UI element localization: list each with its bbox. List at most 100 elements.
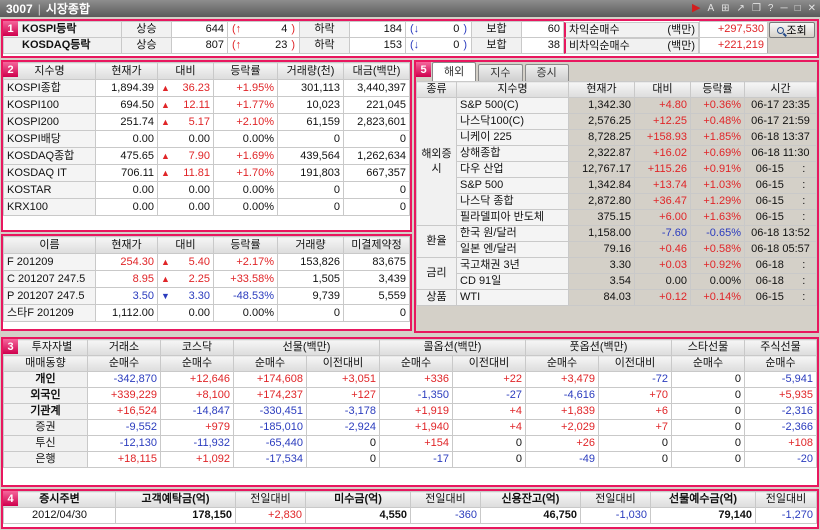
overseas-row[interactable]: 나스닥100(C) 2,576.25 +12.25 +0.48% 06-17 21:59	[417, 113, 817, 130]
instrument-name: KOSTAR	[3, 181, 96, 199]
overseas-row[interactable]: 해외증시 S&P 500(C) 1,342.30 +4.80 +0.36% 06-17 2…	[416, 97, 817, 226]
net-value: +3,051	[306, 371, 380, 388]
index-row[interactable]: KRX100 0.00 0.00 0.00% 0 0	[3, 198, 410, 216]
change-rate: 0.00%	[690, 273, 745, 290]
minimize-icon[interactable]: ─	[780, 3, 788, 14]
overseas-row[interactable]: 다우 산업 12,767.17 +115.26 +0.91% 06-15 :	[417, 161, 817, 178]
oi: 3,439	[343, 270, 410, 288]
net-value: +3,479	[525, 371, 599, 388]
volume: 0	[277, 198, 344, 216]
query-button-cell: 조회	[767, 21, 817, 54]
help-icon[interactable]: ?	[767, 3, 774, 14]
investor-label: 증권	[3, 419, 88, 436]
play-icon[interactable]: ▶	[692, 2, 701, 14]
index-name: CD 91일	[456, 273, 569, 290]
net-value: +1,839	[525, 403, 599, 420]
close-icon[interactable]: ✕	[807, 3, 816, 14]
overseas-row[interactable]: 금리 국고채권 3년 3.30 +0.03 +0.92% 06-18 :	[416, 257, 817, 290]
overseas-row[interactable]: CD 91일 3.54 0.00 0.00% 06-18 :	[417, 273, 817, 290]
col-prev-diff: 전일대비	[580, 491, 651, 508]
col-trend: 매매동향	[3, 355, 88, 372]
overseas-row[interactable]: 나스닥 종합 2,872.80 +36.47 +1.29% 06-15 :	[417, 193, 817, 210]
futures-row[interactable]: 스타F 201209 1,112.00 0.00 0.00% 0 0	[3, 304, 410, 322]
change-rate: +1.63%	[690, 209, 745, 226]
index-row[interactable]: KOSPI200 251.74 ▲ 5.17 +2.10% 61,159 2,823,601	[3, 113, 410, 131]
futures-row[interactable]: C 201207 247.5 8.95 ▲ 2.25 +33.58% 1,505 3,439	[3, 270, 410, 288]
change-rate: +1.69%	[213, 147, 278, 165]
investor-row[interactable]: 개인 -342,870 +12,646 +174,608 +3,051 +336 +22 +3…	[3, 371, 817, 388]
index-row[interactable]: KOSDAQ종합 475.65 ▲ 7.90 +1.69% 439,564 1,262,63…	[3, 147, 410, 165]
index-row[interactable]: KOSPI100 694.50 ▲ 12.11 +1.77% 10,023 221,045	[3, 96, 410, 114]
tab-index[interactable]: 지수	[478, 64, 523, 81]
overseas-row[interactable]: 상해종합 2,322.87 +16.02 +0.69% 06-18 11:30	[417, 145, 817, 162]
price: 475.65	[95, 147, 158, 165]
change-cell: ▲ 12.11	[157, 96, 214, 114]
net-value: 0	[306, 451, 380, 468]
rise-new-count: 4	[281, 23, 288, 35]
up-arrow-icon: ▲	[161, 83, 170, 93]
index-row[interactable]: KOSTAR 0.00 0.00 0.00% 0 0	[3, 181, 410, 199]
tab-market[interactable]: 증시	[524, 64, 569, 81]
index-row[interactable]: KOSPI배당 0.00 0.00 0.00% 0 0	[3, 130, 410, 148]
market-summary-table: 증시주변 고객예탁금(억) 전일대비 미수금(억) 전일대비 신용잔고(억) 전…	[3, 491, 817, 524]
change-value: 5.17	[188, 116, 210, 128]
change-rate: 0.00%	[213, 181, 278, 199]
font-icon[interactable]: A	[707, 3, 715, 14]
add-window-icon[interactable]: ⊞	[721, 3, 730, 14]
change-rate: +0.48%	[690, 113, 745, 130]
amount: 0	[343, 198, 410, 216]
index-row[interactable]: KOSPI종합 1,894.39 ▲ 36.23 +1.95% 301,113 3,440,…	[3, 79, 410, 97]
investor-row[interactable]: 은행 +18,115 +1,092 -17,534 0 -17 0 -49 0 0 -20	[3, 451, 817, 468]
col-category: 종류	[416, 81, 457, 98]
investor-row[interactable]: 투신 -12,130 -11,932 -65,440 0 +154 0 +26 0 0 +108	[3, 435, 817, 452]
price: 375.15	[568, 209, 635, 226]
net-value: 0	[452, 451, 526, 468]
net-value: +26	[525, 435, 599, 452]
open-paren: (	[232, 39, 236, 51]
col-price: 현재가	[95, 236, 158, 254]
change-rate: +1.95%	[213, 79, 278, 97]
category-label: 상품	[416, 289, 457, 306]
copy-window-icon[interactable]: ❐	[751, 3, 761, 14]
change-rate: 0.00%	[213, 130, 278, 148]
futures-row[interactable]: P 201207 247.5 3.50 ▼ 3.30 -48.53% 9,739 5,559	[3, 287, 410, 305]
change-rate: +0.58%	[690, 241, 745, 258]
price: 1,894.39	[95, 79, 158, 97]
external-link-icon[interactable]: ↗	[736, 3, 745, 14]
instrument-name: C 201207 247.5	[3, 270, 96, 288]
instrument-name: KOSPI200	[3, 113, 96, 131]
net-value: +127	[306, 387, 380, 404]
overseas-row[interactable]: 니케이 225 8,728.25 +158.93 +1.85% 06-18 13:37	[417, 129, 817, 146]
price: 2,872.80	[568, 193, 635, 210]
query-button[interactable]: 조회	[769, 22, 815, 38]
investor-row[interactable]: 기관계 +16,524 -14,847 -330,451 -3,178 +1,919 +4 +…	[3, 403, 817, 420]
investor-row[interactable]: 외국인 +339,229 +8,100 +174,237 +127 -1,350 -27 -4…	[3, 387, 817, 404]
arb-netbuy-unit: (백만)	[667, 23, 695, 36]
overseas-row[interactable]: 일본 엔/달러 79.16 +0.46 +0.58% 06-18 05:57	[417, 241, 817, 258]
window-title: 시장종합	[45, 2, 90, 16]
change-cell: 0.00	[157, 181, 214, 199]
overseas-row[interactable]: 필라델피아 반도체 375.15 +6.00 +1.63% 06-15 :	[417, 209, 817, 226]
quote-time: 06-18 :	[744, 273, 817, 290]
price: 12,767.17	[568, 161, 635, 178]
net-value: 0	[671, 403, 745, 420]
index-row[interactable]: KOSDAQ IT 706.11 ▲ 11.81 +1.70% 191,803 667,35…	[3, 164, 410, 182]
overseas-row[interactable]: S&P 500 1,342.84 +13.74 +1.03% 06-15 :	[417, 177, 817, 194]
maximize-icon[interactable]: □	[794, 3, 801, 14]
arb-netbuy-label: 차익순매수	[569, 23, 620, 36]
futures-row[interactable]: F 201209 254.30 ▲ 5.40 +2.17% 153,826 83,675	[3, 253, 410, 271]
credit-balance-diff: -1,030	[580, 507, 651, 524]
kosdaq-updown-row: KOSDAQ등락 상승 807 (↑ 23) 하락 153 (↓ 0) 보합 38 …	[3, 37, 817, 54]
volume: 0	[277, 130, 344, 148]
quote-time: 06-17 21:59	[744, 113, 817, 130]
overseas-row[interactable]: 환율 한국 원/달러 1,158.00 -7.60 -0.65% 06-18 13:52	[416, 225, 817, 258]
futures-deposit-diff: -1,270	[755, 507, 817, 524]
overseas-row[interactable]: 상품 WTI 84.03 +0.12 +0.14% 06-15 :	[416, 289, 817, 306]
volume: 0	[277, 181, 344, 199]
quote-time: 06-15 :	[744, 161, 817, 178]
net-value: 0	[671, 451, 745, 468]
change: +0.03	[634, 257, 691, 274]
investor-row[interactable]: 증권 -9,552 +979 -185,010 -2,924 +1,940 +4 +2,029…	[3, 419, 817, 436]
tab-overseas[interactable]: 해외	[432, 62, 477, 81]
col-change: 대비	[634, 81, 691, 98]
